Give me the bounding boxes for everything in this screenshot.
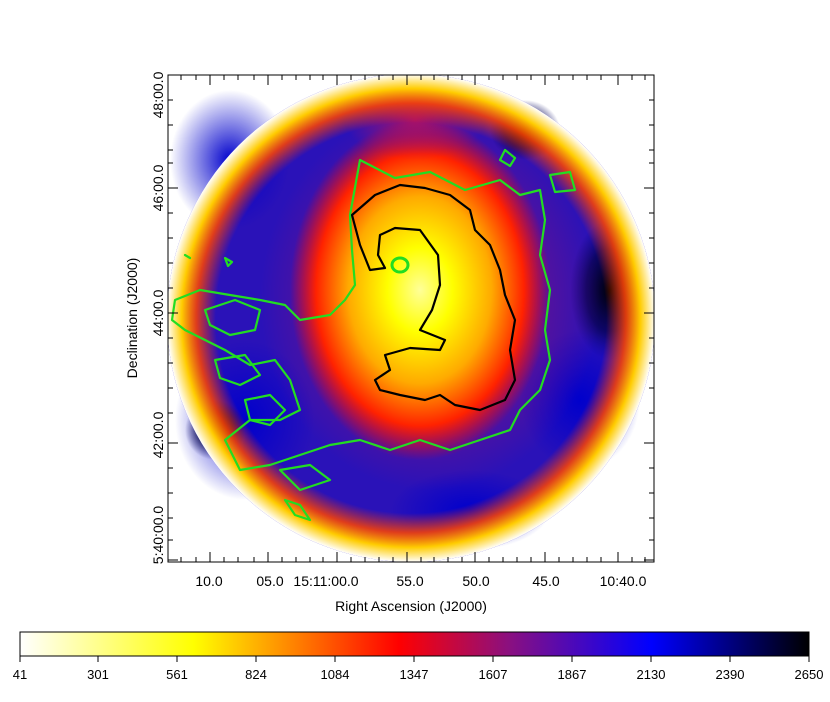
colorbar-labels: 41 301 561 824 1084 1347 1607 1867 2130 … (13, 667, 824, 682)
x-tick-label: 50.0 (462, 573, 489, 589)
x-tick-label: 55.0 (396, 573, 423, 589)
y-tick-label: 5:40:00.0 (150, 506, 166, 565)
y-axis-label: Declination (J2000) (124, 258, 140, 379)
colorbar-label: 2390 (716, 667, 745, 682)
contour-layer (170, 148, 577, 522)
y-tick-label: 46:00.0 (150, 164, 166, 211)
y-tick-label: 42:00.0 (150, 411, 166, 458)
x-tick-label: 45.0 (532, 573, 559, 589)
colorbar-label: 1607 (479, 667, 508, 682)
y-tick-label: 44:00.0 (150, 289, 166, 336)
x-tick-labels: 10.0 05.0 15:11:00.0 55.0 50.0 45.0 10:4… (195, 573, 646, 589)
heatmap-image (168, 75, 654, 562)
colorbar (19, 631, 810, 657)
green-contour-main (170, 158, 552, 472)
colorbar-label: 1867 (558, 667, 587, 682)
green-core-ring (390, 256, 410, 274)
colorbar-label: 2650 (795, 667, 824, 682)
y-tick-label: 48:00.0 (150, 71, 166, 118)
colorbar-label: 561 (166, 667, 188, 682)
black-contour (350, 183, 517, 412)
colorbar-label: 824 (245, 667, 267, 682)
x-tick-label: 15:11:00.0 (293, 573, 358, 589)
plot-frame (167, 74, 655, 563)
x-tick-label: 10:40.0 (600, 573, 647, 589)
x-axis-label: Right Ascension (J2000) (335, 598, 487, 614)
colorbar-label: 1347 (400, 667, 429, 682)
x-tick-label: 10.0 (195, 573, 222, 589)
colorbar-ticks (19, 656, 810, 662)
x-tick-label: 05.0 (256, 573, 283, 589)
axis-ticks (168, 74, 654, 562)
colorbar-label: 2130 (637, 667, 666, 682)
colorbar-label: 1084 (321, 667, 350, 682)
y-tick-labels: 5:40:00.0 42:00.0 44:00.0 46:00.0 48:00.… (150, 71, 166, 564)
colorbar-label: 301 (87, 667, 109, 682)
colorbar-label: 41 (13, 667, 27, 682)
green-contour-blobs (183, 148, 577, 522)
